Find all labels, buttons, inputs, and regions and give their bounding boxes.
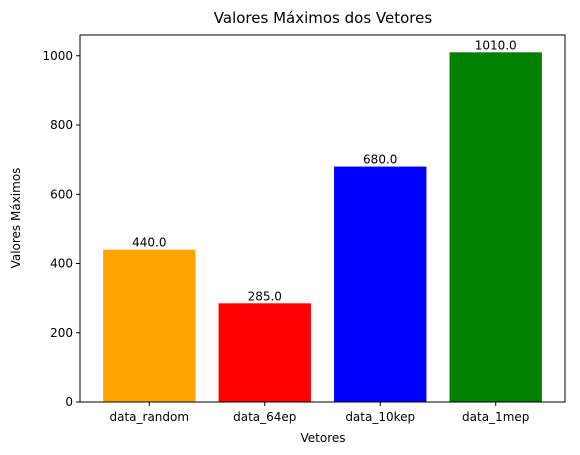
- x-tick-label: data_10kep: [345, 410, 415, 424]
- data-label: 1010.0: [475, 38, 517, 52]
- y-tick-label: 400: [50, 257, 73, 271]
- y-tick-label: 0: [65, 395, 73, 409]
- plot-area: 0 200 400 600 800 1000 440.0 data_random 285.0 da…: [42, 38, 541, 424]
- bar-data_1mep: [450, 52, 542, 402]
- data-label: 285.0: [248, 289, 282, 303]
- y-tick-label: 600: [50, 187, 73, 201]
- x-tick-label: data_1mep: [462, 410, 529, 424]
- x-tick-label: data_random: [109, 410, 189, 424]
- data-label: 440.0: [132, 236, 166, 250]
- data-label: 680.0: [363, 153, 397, 167]
- bar-data_10kep: [334, 167, 426, 402]
- y-tick-label: 200: [50, 326, 73, 340]
- x-tick-label: data_64ep: [233, 410, 296, 424]
- y-tick-label: 800: [50, 118, 73, 132]
- chart-title: Valores Máximos dos Vetores: [214, 9, 433, 27]
- y-tick-label: 1000: [42, 49, 73, 63]
- x-axis-label: Vetores: [300, 431, 345, 445]
- bar-data_64ep: [219, 303, 311, 402]
- bar-data_random: [103, 250, 195, 402]
- y-axis-label: Valores Máximos: [9, 168, 23, 269]
